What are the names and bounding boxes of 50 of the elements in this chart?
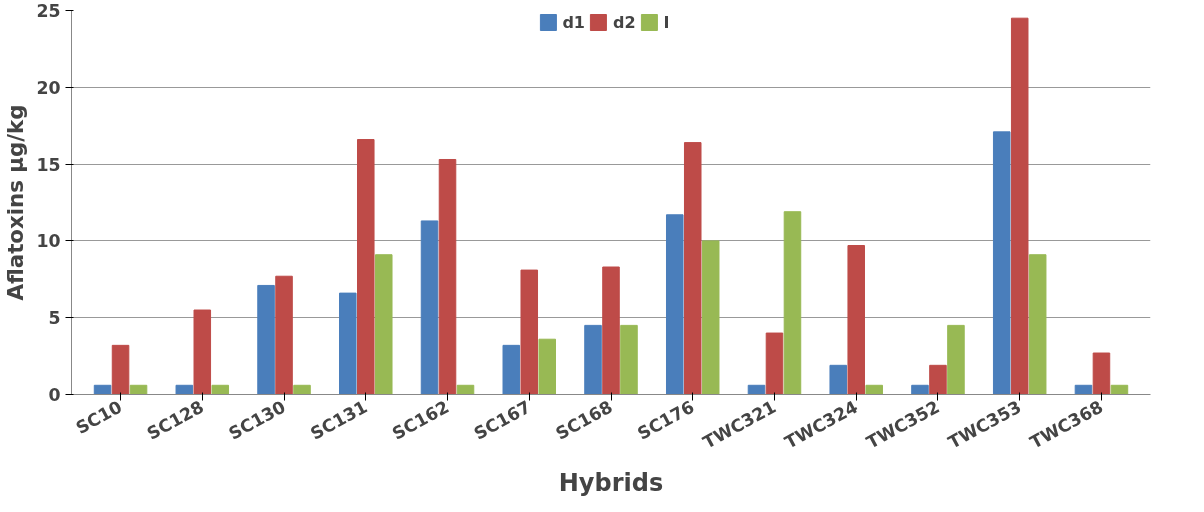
bar xyxy=(683,142,702,395)
y-tick-label: 0 xyxy=(48,385,61,405)
bar xyxy=(929,364,947,395)
bar xyxy=(911,384,929,395)
bar xyxy=(420,220,439,395)
bar xyxy=(665,214,684,395)
y-tick-label: 15 xyxy=(36,154,61,175)
bar xyxy=(374,254,393,395)
bar xyxy=(829,364,848,395)
bar xyxy=(93,384,112,395)
bar xyxy=(747,384,766,395)
bar xyxy=(1110,384,1129,395)
bar xyxy=(502,344,521,395)
bar xyxy=(847,245,865,395)
bar xyxy=(584,324,602,395)
y-tick-label: 10 xyxy=(36,231,61,252)
bar xyxy=(865,384,883,395)
bar xyxy=(456,384,475,395)
bar xyxy=(701,240,720,395)
bar xyxy=(193,309,212,395)
bar xyxy=(1028,254,1047,395)
bar xyxy=(1010,17,1029,395)
legend-label: I xyxy=(663,12,671,32)
bar xyxy=(1074,384,1093,395)
bar xyxy=(992,131,1011,395)
bar xyxy=(275,275,293,395)
y-tick-label: 25 xyxy=(36,1,61,21)
bar xyxy=(257,284,275,395)
bar xyxy=(620,324,638,395)
y-axis-title: Aflatoxins µg/kg xyxy=(3,104,29,301)
bar xyxy=(602,266,620,395)
y-tick-label: 5 xyxy=(48,308,61,329)
bar xyxy=(1092,352,1111,395)
bar xyxy=(111,344,130,395)
legend-label: d1 xyxy=(562,12,585,32)
bar xyxy=(438,158,457,395)
bar xyxy=(520,269,539,395)
bar xyxy=(765,332,784,395)
bar xyxy=(357,139,375,395)
bar xyxy=(211,384,230,395)
y-tick-label: 20 xyxy=(36,77,61,98)
bar xyxy=(175,384,194,395)
bar xyxy=(538,338,557,395)
bar xyxy=(339,292,357,395)
bar xyxy=(293,384,311,395)
legend-label: d2 xyxy=(613,12,636,32)
bar xyxy=(129,384,148,395)
bar xyxy=(947,324,965,395)
x-axis-title: Hybrids xyxy=(558,469,664,498)
bar xyxy=(783,211,802,395)
